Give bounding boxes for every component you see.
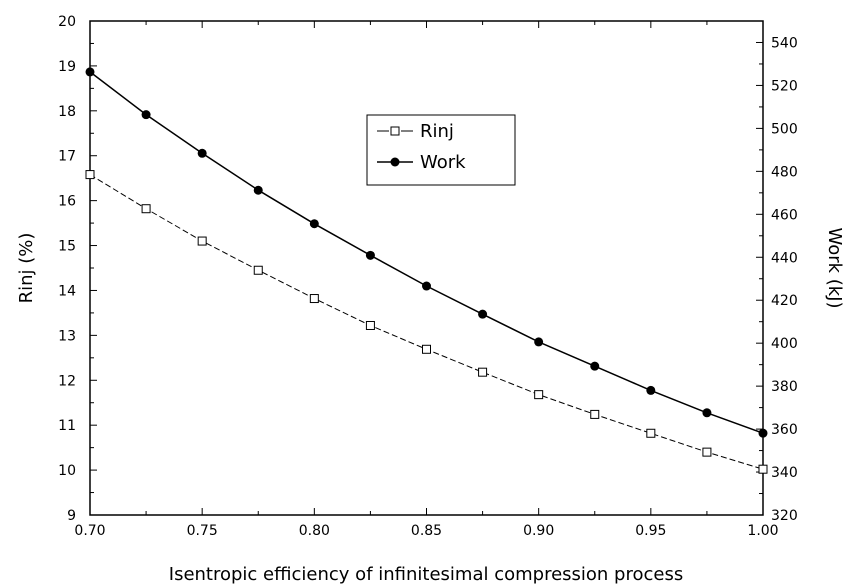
data-point-rinj (758, 464, 768, 474)
series-line-rinj (89, 174, 764, 470)
y-right-tick-label: 480 (771, 164, 798, 180)
plot-frame (89, 20, 764, 516)
y-left-tick-label: 13 (58, 328, 76, 344)
x-tick-label: 0.75 (187, 523, 218, 539)
data-point-rinj (309, 294, 319, 304)
data-point-work (85, 67, 95, 77)
data-point-rinj (646, 428, 656, 438)
legend-rinj-label: Rinj (420, 121, 454, 142)
y-left-tick-label: 14 (58, 283, 76, 299)
y-left-tick-label: 11 (58, 418, 76, 434)
legend: Rinj Work (366, 114, 516, 186)
data-point-work (365, 250, 375, 260)
data-point-work (478, 309, 488, 319)
data-point-rinj (422, 344, 431, 354)
y-left-tick-label: 12 (58, 373, 76, 389)
data-point-rinj (365, 320, 375, 330)
data-point-work (702, 408, 712, 418)
x-axis-title: Isentropic efficiency of infinitesimal c… (169, 564, 683, 585)
data-point-work (758, 428, 768, 438)
data-point-rinj (478, 367, 488, 377)
y-left-tick-label: 9 (67, 508, 76, 524)
y-right-tick-label: 500 (771, 121, 798, 137)
data-point-work (422, 281, 431, 291)
x-tick-label: 0.85 (411, 523, 442, 539)
axis-ticks: 0.70 0.75 0.80 0.85 0.90 0.95 1.00 9 10 11 12 13 14 1… (58, 14, 798, 539)
x-tick-label: 0.80 (299, 523, 330, 539)
y-left-tick-label: 17 (58, 149, 76, 165)
y-right-tick-label: 460 (771, 207, 798, 223)
legend-rinj-marker (390, 126, 400, 136)
y-axis-title-right: Work (kJ) (824, 227, 845, 308)
data-point-rinj (85, 170, 95, 180)
data-point-rinj (534, 390, 544, 400)
y-right-tick-label: 520 (771, 78, 798, 94)
y-right-tick-label: 400 (771, 336, 798, 352)
data-point-work (309, 219, 319, 229)
legend-work-label: Work (420, 152, 466, 173)
y-right-tick-label: 440 (771, 250, 798, 266)
data-point-rinj (590, 409, 600, 419)
data-point-rinj (253, 265, 263, 275)
y-right-tick-label: 320 (771, 508, 798, 524)
y-left-tick-label: 19 (58, 59, 76, 75)
data-point-rinj (141, 204, 151, 214)
data-point-work (253, 185, 263, 195)
data-point-rinj (702, 447, 712, 457)
x-tick-label: 0.95 (635, 523, 666, 539)
data-point-work (141, 110, 151, 120)
y-left-tick-label: 16 (58, 194, 76, 210)
x-tick-label: 1.00 (747, 523, 778, 539)
y-left-tick-label: 18 (58, 104, 76, 120)
y-left-tick-label: 10 (58, 463, 76, 479)
y-right-tick-label: 340 (771, 465, 798, 481)
data-point-work (646, 385, 656, 395)
series-group (85, 67, 768, 474)
y-right-tick-label: 420 (771, 293, 798, 309)
y-left-tick-label: 15 (58, 239, 76, 255)
y-right-tick-label: 360 (771, 422, 798, 438)
data-point-rinj (197, 236, 207, 246)
x-tick-label: 0.70 (74, 523, 105, 539)
y-right-tick-label: 540 (771, 35, 798, 51)
data-point-work (590, 361, 600, 371)
legend-work-marker (390, 157, 400, 167)
data-point-work (534, 337, 544, 347)
y-right-tick-label: 380 (771, 379, 798, 395)
x-tick-label: 0.90 (523, 523, 554, 539)
y-axis-title-left: Rinj (%) (16, 233, 37, 304)
data-point-work (197, 148, 207, 158)
y-left-tick-label: 20 (58, 14, 76, 30)
